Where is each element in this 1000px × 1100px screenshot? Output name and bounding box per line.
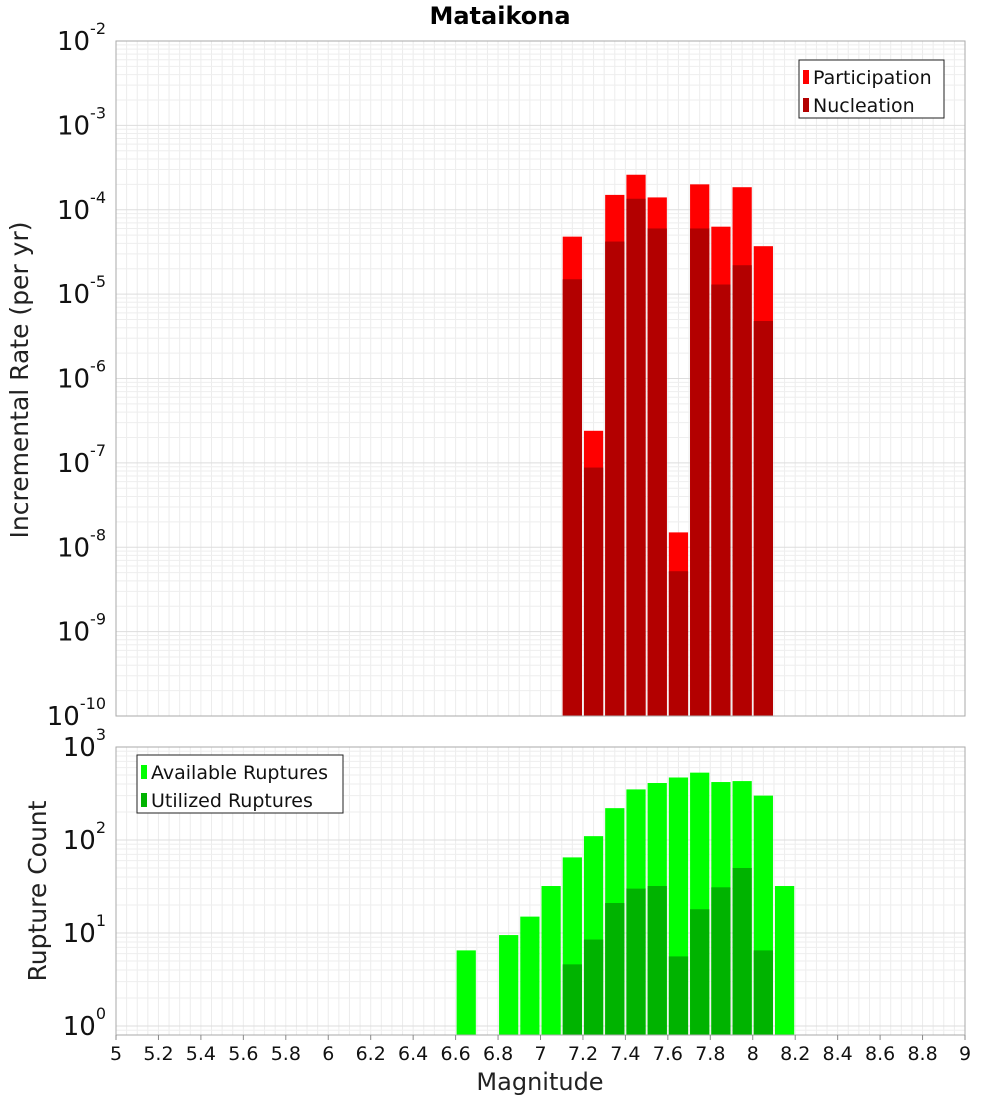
x-tick-label: 7.6	[653, 1043, 683, 1065]
top-bars	[562, 174, 773, 717]
y-tick-label: 100	[63, 1004, 106, 1042]
x-axis-label: Magnitude	[476, 1068, 603, 1096]
legend-label: Nucleation	[813, 95, 915, 117]
bottom-bars	[456, 772, 795, 1035]
utilized-ruptures-bar	[753, 950, 773, 1035]
x-tick-label: 8.6	[865, 1043, 895, 1065]
y-tick-label: 10-7	[57, 441, 106, 479]
utilized-ruptures-bar	[690, 909, 710, 1035]
bottom-legend: Available Ruptures Utilized Ruptures	[136, 754, 344, 814]
y-tick-label: 10-2	[57, 19, 106, 57]
utilized-ruptures-bar	[711, 887, 731, 1035]
y-tick-label: 10-4	[57, 188, 106, 226]
y-tick-label: 10-3	[57, 103, 106, 141]
y-tick-label: 10-5	[57, 272, 106, 310]
top-grid	[115, 40, 966, 717]
nucleation-bar	[583, 467, 604, 716]
nucleation-bar	[690, 228, 710, 716]
legend-swatch	[141, 765, 147, 779]
utilized-ruptures-bar	[647, 886, 667, 1035]
bottom-y-axis-label: Rupture Count	[23, 800, 52, 981]
nucleation-bar	[711, 284, 731, 716]
nucleation-bar	[626, 198, 646, 717]
legend-label: Utilized Ruptures	[151, 790, 313, 812]
x-tick-label: 5.4	[186, 1043, 216, 1065]
available-ruptures-bar	[774, 886, 795, 1035]
x-tick-label: 6	[322, 1043, 334, 1065]
x-tick-label: 5.2	[143, 1043, 173, 1065]
available-ruptures-bar	[456, 950, 476, 1035]
x-tick-label: 8.8	[907, 1043, 937, 1065]
nucleation-bar	[562, 279, 582, 716]
nucleation-bar	[753, 321, 773, 716]
x-tick-label: 8.4	[823, 1043, 853, 1065]
utilized-ruptures-bar	[668, 956, 689, 1035]
available-ruptures-bar	[520, 916, 540, 1035]
x-tick-label: 6.8	[483, 1043, 513, 1065]
x-tick-label: 7	[534, 1043, 546, 1065]
legend-label: Participation	[813, 67, 932, 89]
utilized-ruptures-bar	[732, 867, 752, 1035]
y-tick-label: 10-10	[47, 694, 106, 732]
legend-swatch	[141, 793, 147, 807]
bottom-y-ticks: 100 101 102 103	[63, 725, 106, 1042]
chart-title: Mataikona	[429, 2, 570, 30]
utilized-ruptures-bar	[562, 964, 582, 1035]
x-tick-label: 5	[110, 1043, 122, 1065]
top-plot-frame	[115, 40, 966, 717]
y-tick-label: 10-8	[57, 525, 106, 563]
y-tick-label: 10-9	[57, 610, 106, 648]
x-tick-label: 7.8	[695, 1043, 725, 1065]
available-ruptures-bar	[541, 886, 561, 1035]
x-tick-label: 7.2	[568, 1043, 598, 1065]
x-tick-label: 5.6	[228, 1043, 258, 1065]
rupture-count-panel: 100 101 102 103 5 5.2 5.4 5.6 5.8 6 6.2 6.4 6.6 6.8 7…	[23, 725, 971, 1096]
nucleation-bar	[605, 241, 625, 717]
top-legend: Participation Nucleation	[798, 59, 945, 119]
x-tick-label: 8.2	[780, 1043, 810, 1065]
x-tick-label: 9	[959, 1043, 971, 1065]
utilized-ruptures-bar	[605, 903, 625, 1035]
x-tick-label: 5.8	[271, 1043, 301, 1065]
x-tick-label: 6.2	[356, 1043, 386, 1065]
x-tick-label: 7.4	[610, 1043, 640, 1065]
x-ticks: 5 5.2 5.4 5.6 5.8 6 6.2 6.4 6.6 6.8 7 7.2 7.4 7.6 7.8 8…	[110, 1035, 971, 1065]
x-tick-label: 8	[747, 1043, 759, 1065]
nucleation-bar	[647, 228, 667, 716]
y-tick-label: 102	[63, 818, 106, 856]
y-tick-label: 10-6	[57, 357, 106, 395]
y-tick-label: 103	[63, 725, 106, 763]
top-y-axis-label: Incremental Rate (per yr)	[5, 222, 34, 539]
nucleation-bar	[732, 265, 752, 716]
x-tick-label: 6.4	[398, 1043, 428, 1065]
utilized-ruptures-bar	[583, 939, 604, 1035]
available-ruptures-bar	[499, 935, 519, 1035]
participation-panel: 10-10 10-9 10-8 10-7 10-6 10-5 10-4 10-3 10-2 In…	[5, 19, 966, 732]
legend-box	[136, 754, 344, 814]
legend-swatch	[803, 70, 809, 84]
legend-swatch	[803, 98, 809, 112]
legend-box	[798, 59, 945, 119]
x-tick-label: 6.6	[440, 1043, 470, 1065]
utilized-ruptures-bar	[626, 888, 646, 1035]
y-tick-label: 101	[63, 911, 106, 949]
nucleation-bar	[668, 571, 689, 716]
top-y-ticks: 10-10 10-9 10-8 10-7 10-6 10-5 10-4 10-3 10-2	[47, 19, 106, 732]
legend-label: Available Ruptures	[151, 762, 328, 784]
